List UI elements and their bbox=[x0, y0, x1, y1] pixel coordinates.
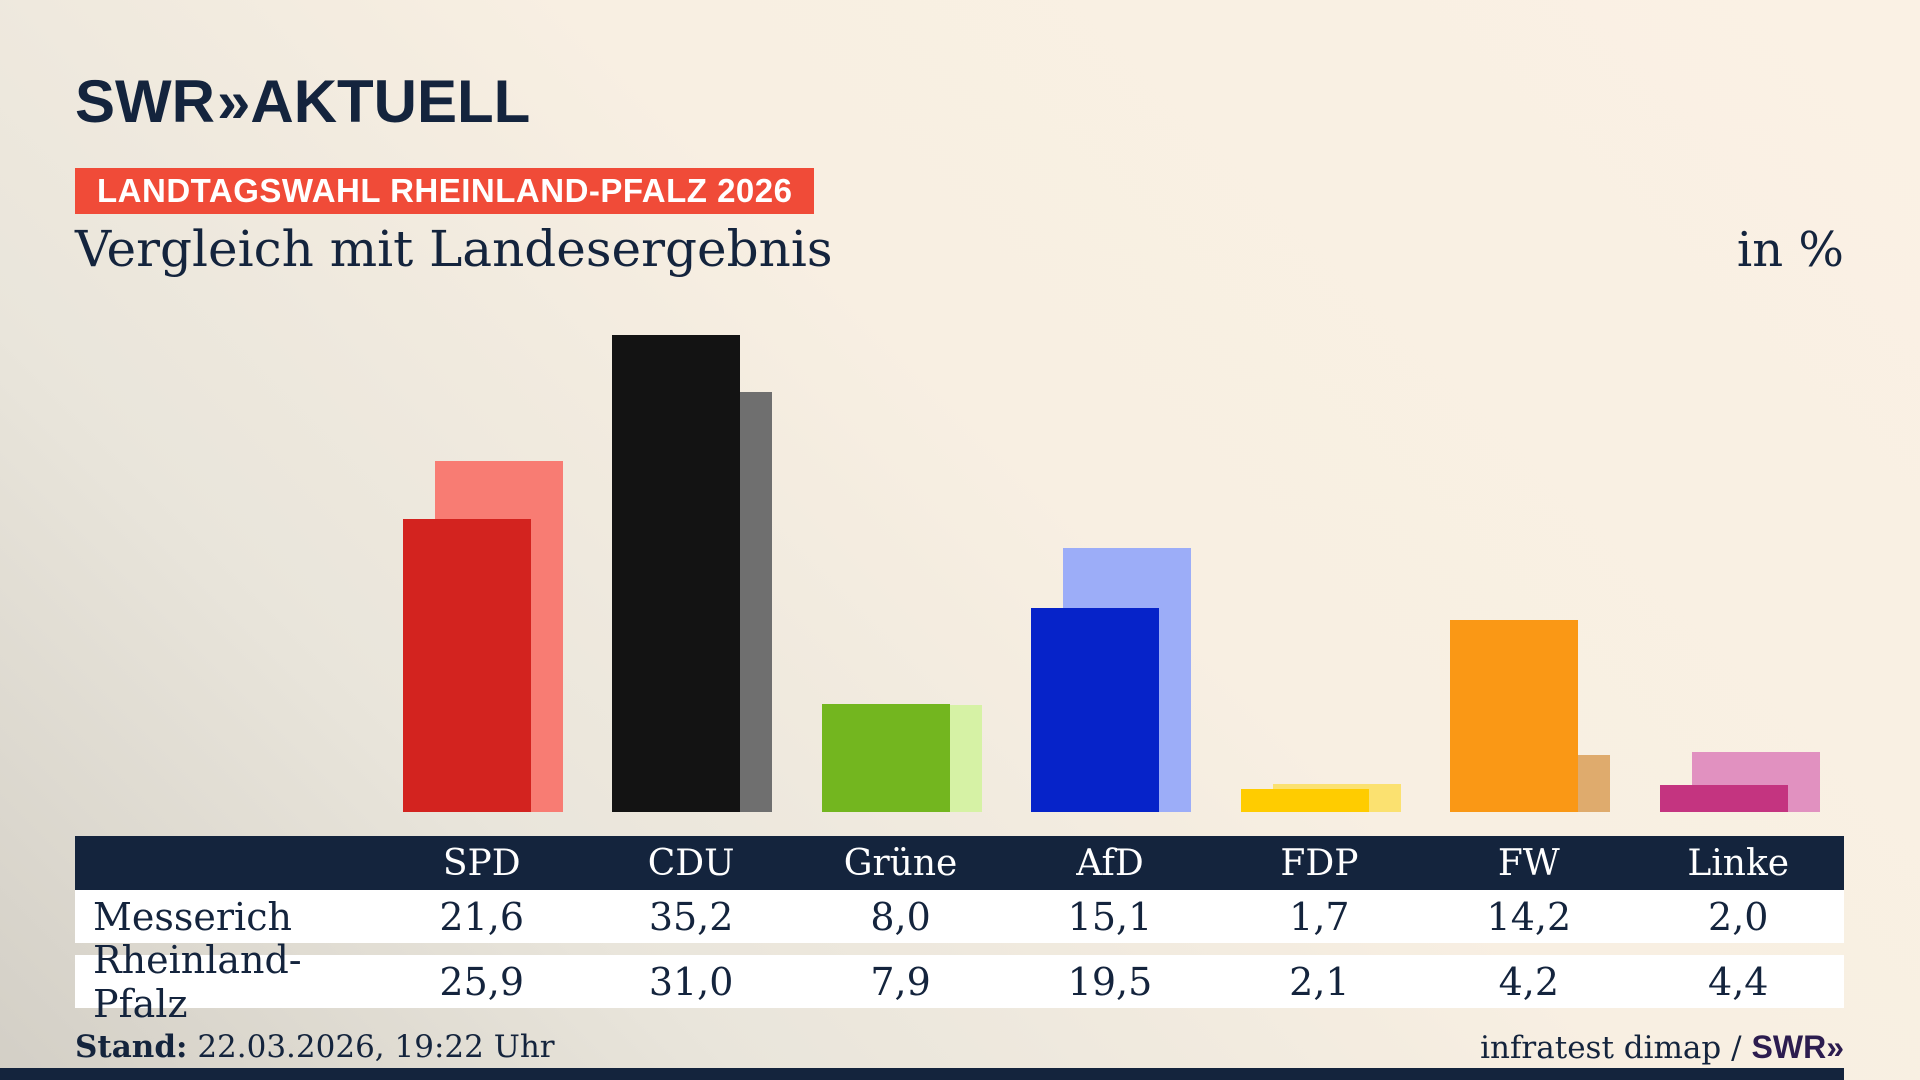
table-header-cell-spd: SPD bbox=[442, 842, 521, 884]
election-badge: LANDTAGSWAHL RHEINLAND-PFALZ 2026 bbox=[75, 168, 815, 214]
row-label-rheinland-pfalz: Rheinland-Pfalz bbox=[93, 937, 302, 1026]
table-header-cell-fw: FW bbox=[1497, 842, 1560, 884]
table-cell-rheinland-pfalz-afd: 19,5 bbox=[1067, 959, 1153, 1004]
table-header-cell-linke: Linke bbox=[1687, 842, 1790, 884]
bar-messerich-afd bbox=[1031, 607, 1160, 812]
bar-messerich-spd bbox=[403, 519, 531, 812]
table-cell-rheinland-pfalz-cdu: 31,0 bbox=[648, 959, 734, 1004]
table-cell-rheinland-pfalz-gr-ne: 7,9 bbox=[870, 959, 931, 1004]
table-cell-rheinland-pfalz-fdp: 2,1 bbox=[1289, 959, 1350, 1004]
bar-messerich-linke bbox=[1659, 784, 1788, 812]
table-header-row: SPD CDU Grüne AfD FDP FW Linke bbox=[75, 836, 1844, 890]
source-attribution: infratest dimap / SWR» bbox=[1480, 1029, 1844, 1066]
table-header-cell-cdu: CDU bbox=[647, 842, 735, 884]
table-cell-rheinland-pfalz-fw: 4,2 bbox=[1498, 959, 1560, 1004]
stand-value: 22.03.2026, 19:22 Uhr bbox=[197, 1029, 555, 1065]
source-text: infratest dimap / bbox=[1480, 1030, 1742, 1066]
timestamp: Stand: 22.03.2026, 19:22 Uhr bbox=[75, 1030, 555, 1064]
table-row-messerich: Messerich 21,6 35,2 8,0 15,1 1,7 14,2 2,0 bbox=[75, 890, 1844, 943]
table-cell-rheinland-pfalz-linke: 4,4 bbox=[1708, 959, 1769, 1004]
table-header-cell-gr-ne: Grüne bbox=[843, 842, 958, 884]
results-table: SPD CDU Grüne AfD FDP FW Linke Messerich 21,6 35,… bbox=[75, 836, 1844, 1026]
page-title: Vergleich mit Landesergebnis bbox=[75, 220, 833, 278]
table-cell-messerich-fdp: 1,7 bbox=[1289, 894, 1350, 939]
logo-swr-text: SWR bbox=[75, 68, 215, 135]
table-cell-messerich-gr-ne: 8,0 bbox=[870, 894, 931, 939]
row-label-messerich: Messerich bbox=[93, 894, 292, 939]
table-row-rheinland-pfalz: Rheinland-Pfalz 25,9 31,0 7,9 19,5 2,1 4,2 4,4 bbox=[75, 938, 1844, 1026]
bottom-bar bbox=[0, 1068, 1844, 1080]
table-header-cell-afd: AfD bbox=[1076, 842, 1144, 884]
logo-aktuell-text: AKTUELL bbox=[250, 68, 531, 135]
table-cell-messerich-afd: 15,1 bbox=[1067, 894, 1153, 939]
table-header-cell-fdp: FDP bbox=[1280, 842, 1359, 884]
table-cell-messerich-linke: 2,0 bbox=[1708, 894, 1769, 939]
source-brand: SWR» bbox=[1751, 1029, 1844, 1065]
unit-label: in % bbox=[1736, 222, 1844, 278]
table-cell-rheinland-pfalz-spd: 25,9 bbox=[439, 959, 525, 1004]
swr-aktuell-logo: SWR» AKTUELL bbox=[75, 72, 530, 132]
stand-label: Stand: bbox=[75, 1029, 188, 1065]
bar-messerich-gr-ne bbox=[821, 703, 950, 812]
table-cell-messerich-cdu: 35,2 bbox=[648, 894, 734, 939]
table-cell-messerich-fw: 14,2 bbox=[1486, 894, 1572, 939]
table-cell-messerich-spd: 21,6 bbox=[439, 894, 525, 939]
bar-messerich-fw bbox=[1450, 619, 1579, 812]
bar-messerich-cdu bbox=[612, 335, 741, 812]
bar-messerich-fdp bbox=[1240, 789, 1369, 812]
